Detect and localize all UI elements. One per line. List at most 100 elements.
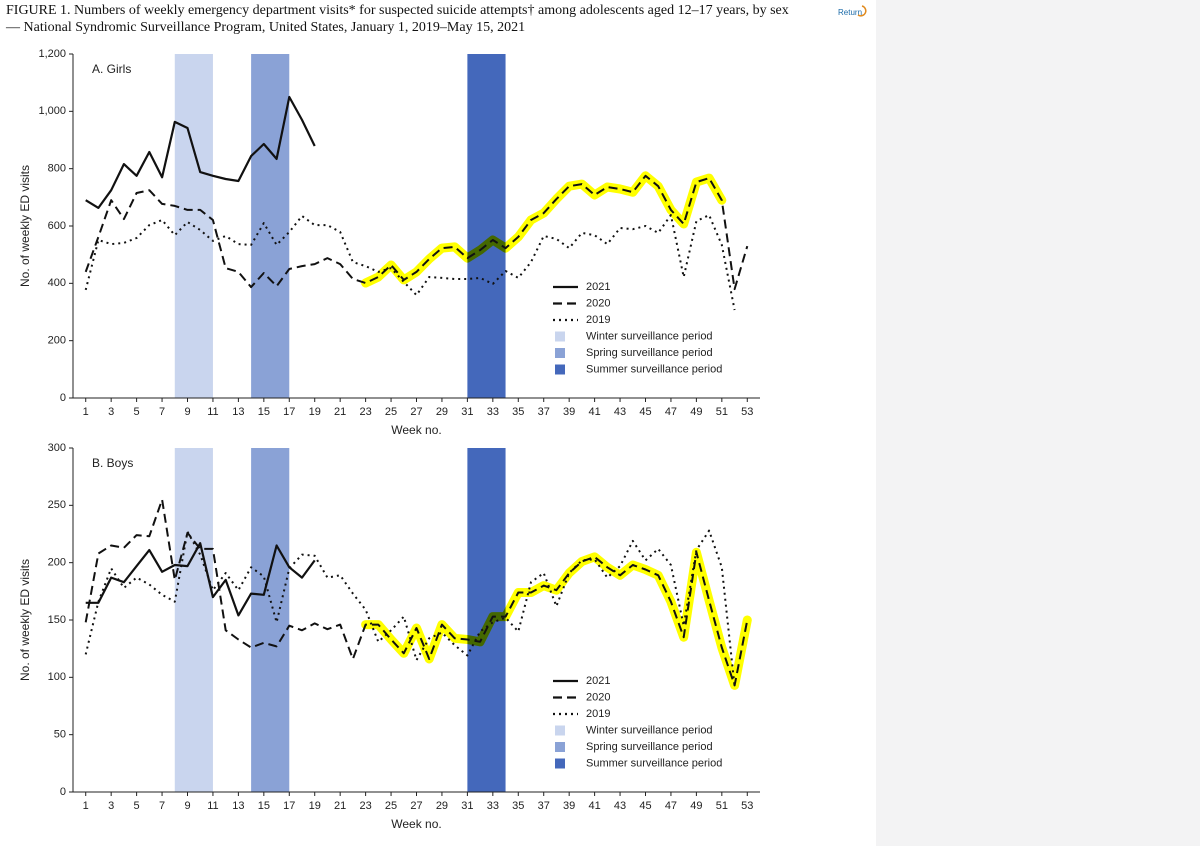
x-tick-label: 15: [258, 406, 270, 418]
legend-swatch: [555, 331, 565, 342]
y-tick-label: 300: [48, 442, 66, 454]
legend-label: Spring surveillance period: [586, 347, 713, 359]
x-tick-label: 19: [309, 800, 321, 812]
series-line: [84, 214, 736, 311]
x-tick-label: 39: [563, 406, 575, 418]
x-tick-label: 13: [232, 406, 244, 418]
y-tick-label: 1,000: [38, 105, 66, 117]
x-tick-label: 7: [159, 800, 165, 812]
y-tick-label: 200: [48, 335, 66, 347]
legend-label: 2021: [586, 675, 610, 687]
y-tick-label: 250: [48, 499, 66, 511]
panel-title: B. Boys: [92, 456, 133, 470]
x-tick-label: 43: [614, 406, 626, 418]
y-tick-label: 200: [48, 557, 66, 569]
return-icon[interactable]: [857, 5, 867, 17]
x-tick-label: 37: [538, 800, 550, 812]
x-axis-label: Week no.: [391, 423, 441, 437]
x-tick-label: 51: [716, 406, 728, 418]
x-tick-label: 3: [108, 800, 114, 812]
x-tick-label: 53: [741, 800, 753, 812]
x-tick-label: 33: [487, 406, 499, 418]
legend-label: Winter surveillance period: [586, 724, 713, 736]
y-tick-label: 800: [48, 163, 66, 175]
x-tick-label: 45: [639, 800, 651, 812]
side-panel: [876, 0, 1200, 846]
surveillance-band: [251, 54, 290, 398]
highlight: [361, 171, 727, 288]
legend-label: 2020: [586, 691, 610, 703]
x-tick-label: 23: [359, 800, 371, 812]
series-line: [85, 542, 316, 617]
x-tick-label: 33: [487, 800, 499, 812]
x-tick-label: 17: [283, 406, 295, 418]
x-tick-label: 29: [436, 406, 448, 418]
legend-swatch: [555, 758, 565, 769]
x-axis-label: Week no.: [391, 817, 441, 831]
legend-label: Summer surveillance period: [586, 757, 722, 769]
x-tick-label: 21: [334, 406, 346, 418]
x-tick-label: 11: [207, 800, 218, 812]
x-tick-label: 21: [334, 800, 346, 812]
x-tick-label: 27: [410, 406, 422, 418]
x-tick-label: 27: [410, 800, 422, 812]
series-line: [84, 498, 749, 687]
legend-swatch: [555, 364, 565, 375]
legend-label: Summer surveillance period: [586, 363, 722, 375]
series-line: [85, 95, 316, 209]
x-tick-label: 51: [716, 800, 728, 812]
surveillance-band: [467, 54, 506, 398]
x-tick-label: 37: [538, 406, 550, 418]
x-tick-label: 49: [690, 406, 702, 418]
x-tick-label: 45: [639, 406, 651, 418]
return-link[interactable]: Return: [838, 8, 862, 17]
legend-swatch: [555, 725, 565, 736]
x-tick-label: 17: [283, 800, 295, 812]
legend-swatch: [555, 348, 565, 358]
y-tick-label: 0: [60, 392, 66, 404]
x-tick-label: 3: [108, 406, 114, 418]
legend-swatch: [555, 742, 565, 752]
x-tick-label: 5: [134, 406, 140, 418]
x-tick-label: 49: [690, 800, 702, 812]
y-tick-label: 0: [60, 786, 66, 798]
surveillance-band: [251, 448, 290, 792]
y-axis-label: No. of weekly ED visits: [18, 165, 32, 287]
legend-label: Winter surveillance period: [586, 330, 713, 342]
x-tick-label: 7: [159, 406, 165, 418]
x-tick-label: 31: [461, 406, 473, 418]
legend-label: 2019: [586, 314, 610, 326]
x-tick-label: 41: [588, 406, 600, 418]
legend-label: Spring surveillance period: [586, 741, 713, 753]
y-tick-label: 100: [48, 671, 66, 683]
x-tick-label: 35: [512, 800, 524, 812]
y-tick-label: 50: [54, 729, 66, 741]
highlight: [361, 547, 752, 690]
legend-label: 2020: [586, 297, 610, 309]
legend-label: 2021: [586, 281, 610, 293]
panel-title: A. Girls: [92, 62, 131, 76]
x-tick-label: 23: [359, 406, 371, 418]
x-tick-label: 11: [207, 406, 218, 418]
x-tick-label: 13: [232, 800, 244, 812]
x-tick-label: 5: [134, 800, 140, 812]
surveillance-band: [174, 448, 213, 792]
x-tick-label: 25: [385, 800, 397, 812]
x-tick-label: 29: [436, 800, 448, 812]
series-line: [84, 174, 749, 291]
x-tick-label: 9: [184, 406, 190, 418]
series-line: [84, 529, 736, 687]
x-tick-label: 19: [309, 406, 321, 418]
figure-title: FIGURE 1. Numbers of weekly emergency de…: [6, 3, 789, 18]
x-tick-label: 9: [184, 800, 190, 812]
y-tick-label: 600: [48, 220, 66, 232]
x-tick-label: 1: [83, 800, 89, 812]
y-axis-label: No. of weekly ED visits: [18, 559, 32, 681]
x-tick-label: 39: [563, 800, 575, 812]
x-tick-label: 35: [512, 406, 524, 418]
y-tick-label: 150: [48, 614, 66, 626]
x-tick-label: 41: [588, 800, 600, 812]
legend-label: 2019: [586, 708, 610, 720]
